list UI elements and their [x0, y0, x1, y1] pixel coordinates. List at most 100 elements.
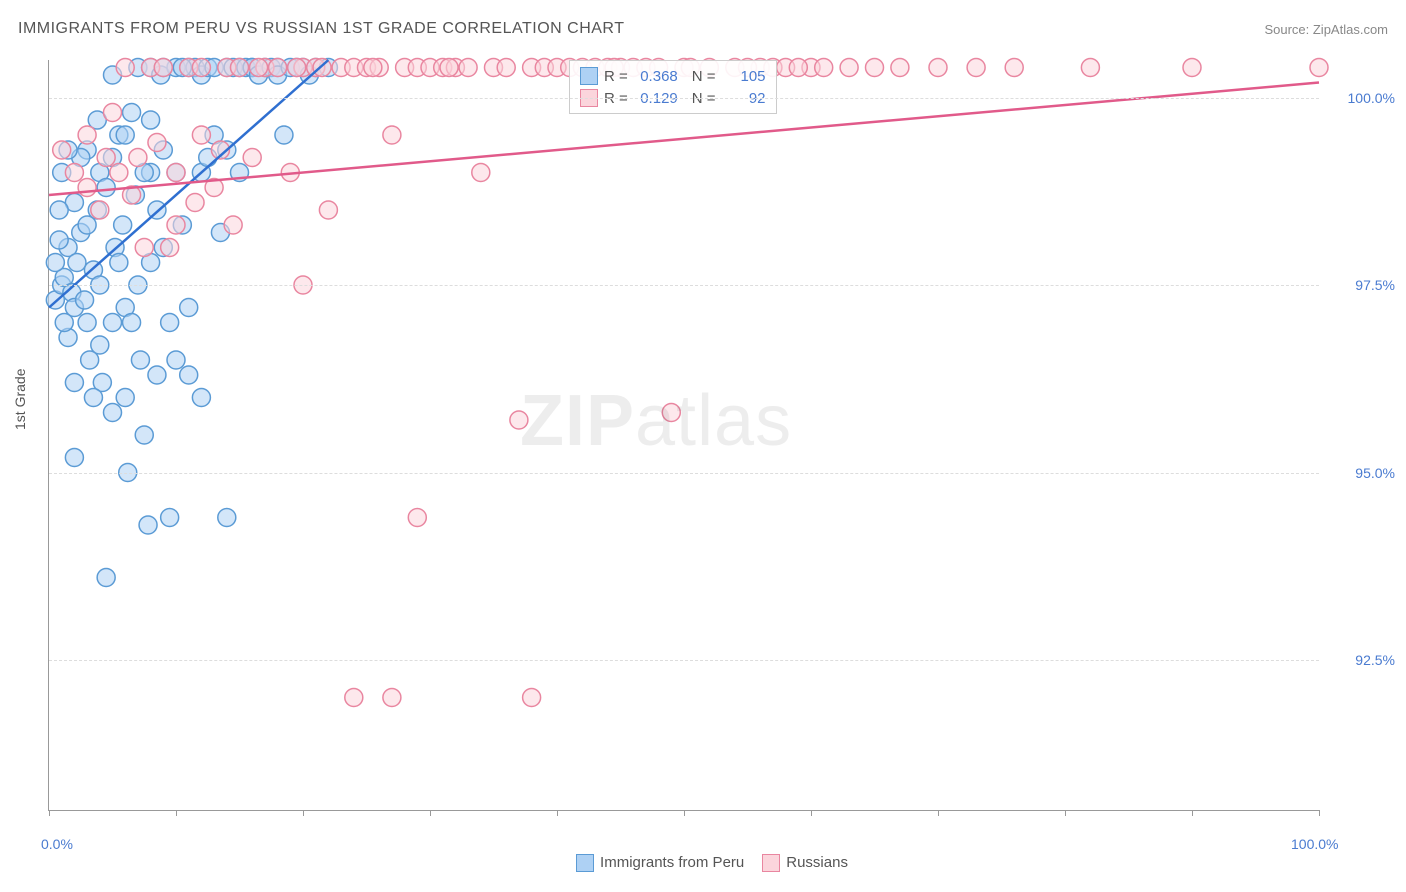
- data-point: [815, 59, 833, 77]
- data-point: [135, 239, 153, 257]
- data-point: [148, 366, 166, 384]
- data-point: [50, 231, 68, 249]
- data-point: [104, 104, 122, 122]
- data-point: [269, 59, 287, 77]
- y-tick-label: 95.0%: [1355, 465, 1395, 481]
- y-tick-label: 100.0%: [1348, 90, 1395, 106]
- data-point: [1183, 59, 1201, 77]
- gridline: [49, 660, 1319, 661]
- data-point: [97, 569, 115, 587]
- data-point: [250, 59, 268, 77]
- data-point: [967, 59, 985, 77]
- data-point: [161, 314, 179, 332]
- legend-swatch: [576, 854, 594, 872]
- data-point: [497, 59, 515, 77]
- legend-swatch: [762, 854, 780, 872]
- data-point: [1081, 59, 1099, 77]
- data-point: [161, 509, 179, 527]
- data-point: [114, 216, 132, 234]
- source-attribution: Source: ZipAtlas.com: [1264, 22, 1388, 37]
- stats-legend: R =0.368N =105R =0.129N =92: [569, 60, 777, 114]
- data-point: [364, 59, 382, 77]
- data-point: [440, 59, 458, 77]
- x-tick: [557, 810, 558, 816]
- gridline: [49, 98, 1319, 99]
- data-point: [104, 314, 122, 332]
- data-point: [192, 59, 210, 77]
- data-point: [472, 164, 490, 182]
- data-point: [123, 104, 141, 122]
- x-tick: [1319, 810, 1320, 816]
- legend-row: R =0.368N =105: [580, 65, 766, 87]
- data-point: [53, 141, 71, 159]
- data-point: [116, 126, 134, 144]
- data-point: [510, 411, 528, 429]
- data-point: [148, 134, 166, 152]
- x-tick-label: 0.0%: [41, 836, 73, 852]
- data-point: [78, 126, 96, 144]
- data-point: [131, 351, 149, 369]
- data-point: [224, 216, 242, 234]
- data-point: [167, 216, 185, 234]
- data-point: [116, 59, 134, 77]
- legend-series-label: Russians: [786, 854, 848, 871]
- y-tick-label: 97.5%: [1355, 277, 1395, 293]
- data-point: [91, 336, 109, 354]
- data-point: [180, 299, 198, 317]
- legend-n-label: N =: [692, 68, 716, 85]
- data-point: [840, 59, 858, 77]
- data-point: [243, 149, 261, 167]
- data-point: [68, 254, 86, 272]
- data-point: [459, 59, 477, 77]
- x-tick: [938, 810, 939, 816]
- data-point: [110, 254, 128, 272]
- data-point: [345, 689, 363, 707]
- data-point: [408, 509, 426, 527]
- data-point: [97, 149, 115, 167]
- data-point: [288, 59, 306, 77]
- data-point: [78, 179, 96, 197]
- legend-r-label: R =: [604, 68, 628, 85]
- data-point: [319, 201, 337, 219]
- x-tick: [430, 810, 431, 816]
- plot-area: R =0.368N =105R =0.129N =92 92.5%95.0%97…: [48, 60, 1319, 811]
- data-point: [76, 291, 94, 309]
- x-tick: [684, 810, 685, 816]
- data-point: [135, 426, 153, 444]
- data-point: [218, 509, 236, 527]
- data-point: [891, 59, 909, 77]
- data-point: [91, 201, 109, 219]
- y-tick-label: 92.5%: [1355, 652, 1395, 668]
- data-point: [46, 254, 64, 272]
- legend-series-label: Immigrants from Peru: [600, 854, 744, 871]
- y-axis-label: 1st Grade: [12, 369, 28, 430]
- series-legend: Immigrants from Peru Russians: [0, 854, 1406, 872]
- data-point: [97, 179, 115, 197]
- data-point: [929, 59, 947, 77]
- data-point: [1005, 59, 1023, 77]
- data-point: [84, 389, 102, 407]
- data-point: [116, 389, 134, 407]
- chart-title: IMMIGRANTS FROM PERU VS RUSSIAN 1ST GRAD…: [18, 20, 624, 38]
- data-point: [866, 59, 884, 77]
- peru-swatch: [580, 67, 598, 85]
- data-point: [65, 374, 83, 392]
- gridline: [49, 473, 1319, 474]
- x-tick: [811, 810, 812, 816]
- x-tick-label: 100.0%: [1291, 836, 1338, 852]
- data-point: [167, 164, 185, 182]
- data-point: [383, 126, 401, 144]
- data-point: [161, 239, 179, 257]
- data-point: [50, 201, 68, 219]
- legend-r-value: 0.368: [634, 68, 678, 85]
- data-point: [110, 164, 128, 182]
- data-point: [231, 59, 249, 77]
- x-tick: [1192, 810, 1193, 816]
- data-point: [123, 314, 141, 332]
- data-point: [142, 111, 160, 129]
- gridline: [49, 285, 1319, 286]
- data-point: [154, 59, 172, 77]
- data-point: [78, 314, 96, 332]
- data-point: [139, 516, 157, 534]
- data-point: [129, 149, 147, 167]
